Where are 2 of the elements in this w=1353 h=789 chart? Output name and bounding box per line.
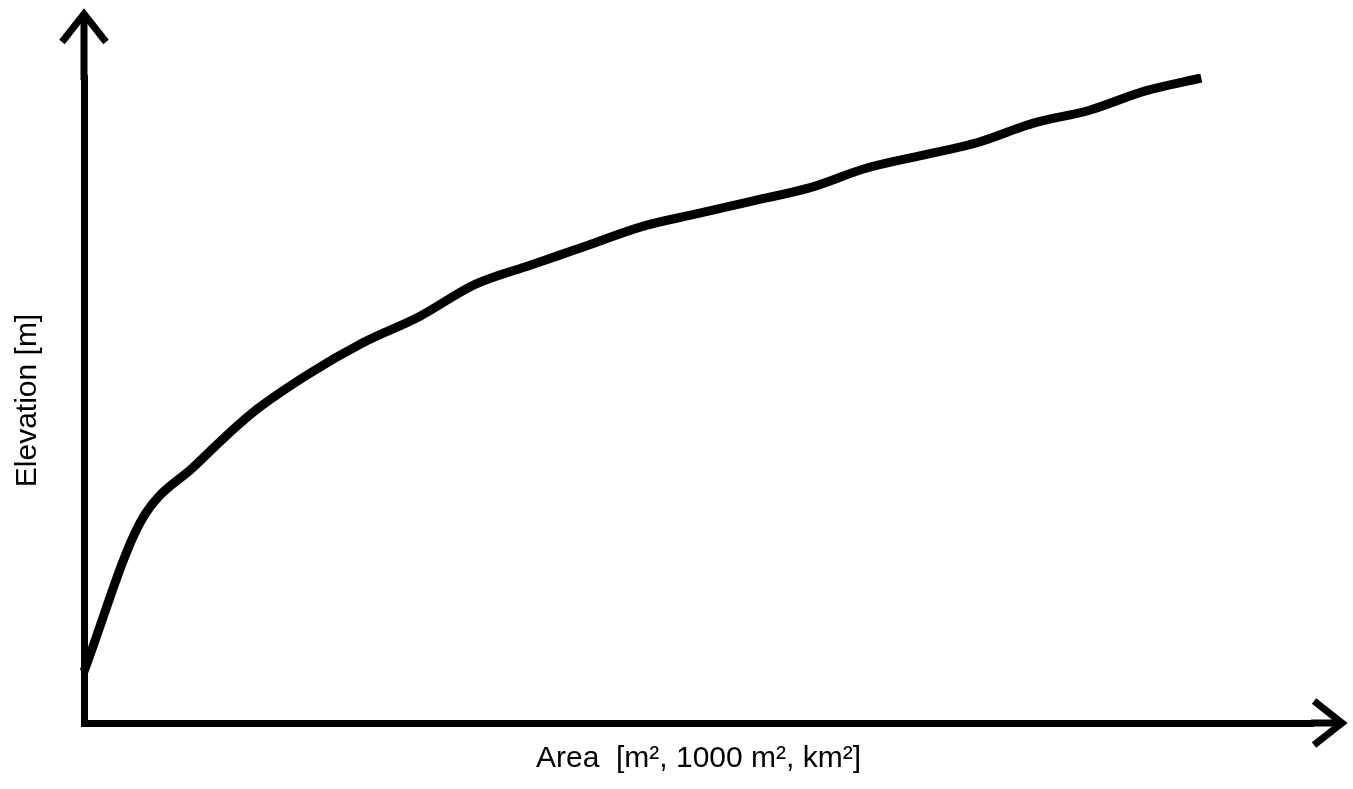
y-axis-title: Elevation [m] [9, 313, 43, 488]
x-axis-title: Area [m², 1000 m², km²] [535, 740, 862, 774]
